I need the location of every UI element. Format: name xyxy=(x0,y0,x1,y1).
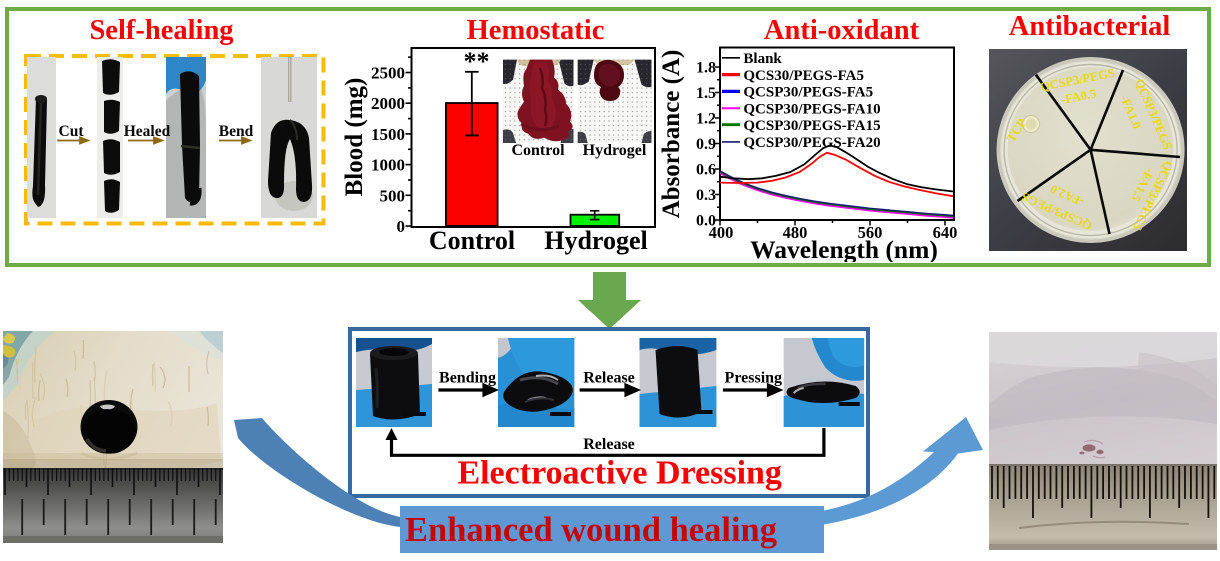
svg-text:0.9: 0.9 xyxy=(696,136,716,153)
svg-text:Pressing: Pressing xyxy=(725,370,782,387)
svg-text:500: 500 xyxy=(380,186,406,205)
svg-text:2500: 2500 xyxy=(371,64,405,83)
svg-text:0.3: 0.3 xyxy=(696,187,716,204)
svg-text:480: 480 xyxy=(783,223,808,242)
svg-text:-FA0.5: -FA0.5 xyxy=(1060,86,1098,107)
svg-text:1000: 1000 xyxy=(371,156,405,175)
svg-text:1500: 1500 xyxy=(371,125,405,144)
svg-text:2000: 2000 xyxy=(371,94,405,113)
svg-text:Blood (mg): Blood (mg) xyxy=(341,78,368,197)
svg-text:400: 400 xyxy=(709,223,734,242)
svg-text:Healed: Healed xyxy=(124,123,171,140)
svg-text:1.2: 1.2 xyxy=(696,111,716,128)
svg-text:Hydrogel: Hydrogel xyxy=(544,226,648,255)
svg-text:Control: Control xyxy=(511,142,565,159)
svg-text:Hydrogel: Hydrogel xyxy=(583,142,647,159)
svg-text:560: 560 xyxy=(858,223,883,242)
svg-text:Release: Release xyxy=(583,436,635,453)
svg-text:1.8: 1.8 xyxy=(696,60,716,77)
svg-text:0.6: 0.6 xyxy=(696,162,716,179)
svg-text:0: 0 xyxy=(397,217,406,236)
svg-text:0.0: 0.0 xyxy=(696,213,716,230)
svg-text:QCSP30/PEGS-FA10: QCSP30/PEGS-FA10 xyxy=(743,101,880,117)
svg-text:Cut: Cut xyxy=(59,123,85,140)
svg-text:QCSP30/PEGS-FA20: QCSP30/PEGS-FA20 xyxy=(743,135,880,151)
svg-text:QCSP30/PEGS-FA15: QCSP30/PEGS-FA15 xyxy=(743,118,880,134)
svg-text:Blank: Blank xyxy=(743,51,782,67)
svg-text:Wavelength (nm): Wavelength (nm) xyxy=(750,235,938,262)
svg-text:QCSP30/PEGS-FA5: QCSP30/PEGS-FA5 xyxy=(743,85,873,101)
svg-text:Bending: Bending xyxy=(439,370,496,387)
svg-text:Electroactive Dressing: Electroactive Dressing xyxy=(457,455,782,492)
svg-text:Absorbance (A): Absorbance (A) xyxy=(660,50,685,219)
svg-text:QCS30/PEGS-FA5: QCS30/PEGS-FA5 xyxy=(743,68,864,84)
svg-text:1.5: 1.5 xyxy=(696,85,716,102)
svg-text:Bend: Bend xyxy=(219,123,254,140)
svg-text:640: 640 xyxy=(933,223,958,242)
svg-text:Control: Control xyxy=(429,226,515,255)
svg-text:Release: Release xyxy=(583,370,635,387)
